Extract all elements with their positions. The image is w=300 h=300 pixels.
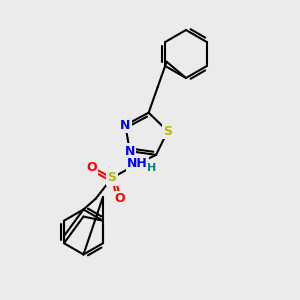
Text: N: N xyxy=(125,145,135,158)
Text: S: S xyxy=(107,172,116,184)
Text: H: H xyxy=(147,163,157,173)
Text: O: O xyxy=(87,161,97,174)
Text: O: O xyxy=(115,192,125,205)
Text: S: S xyxy=(163,124,172,138)
Text: N: N xyxy=(120,118,130,132)
Text: NH: NH xyxy=(127,158,148,170)
